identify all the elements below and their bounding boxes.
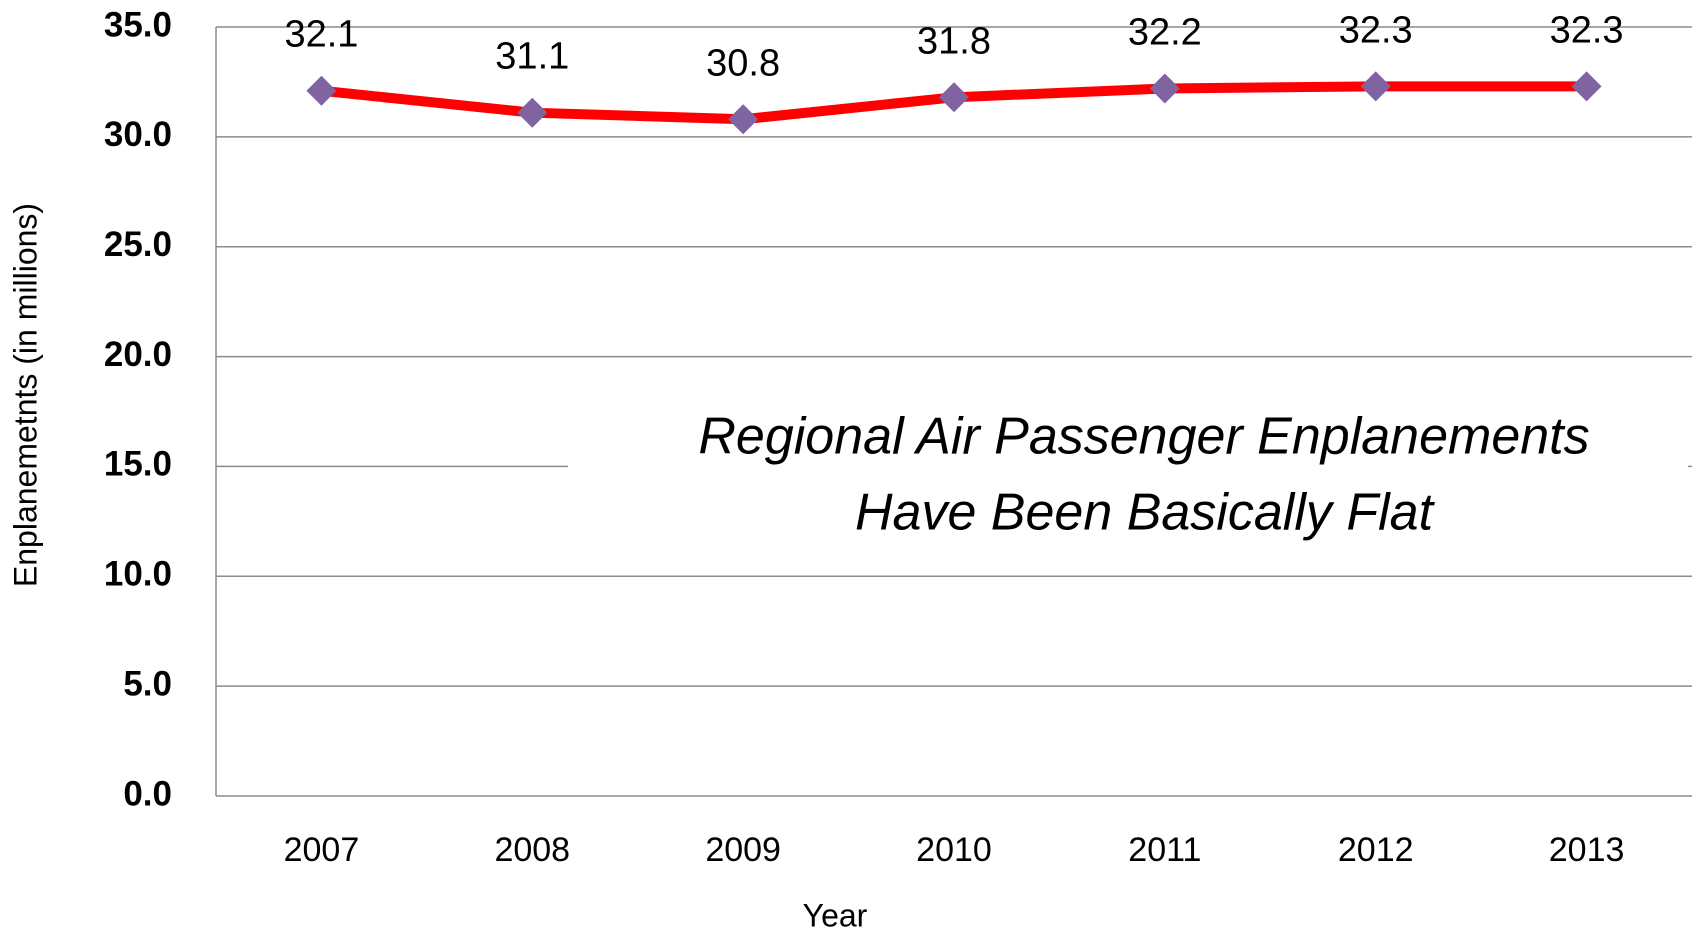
x-axis-label: Year	[803, 897, 868, 933]
marker	[1149, 73, 1180, 104]
y-tick-label: 0.0	[123, 774, 172, 813]
data-label: 32.2	[1128, 12, 1202, 54]
data-label: 31.8	[917, 20, 991, 62]
data-label: 32.3	[1550, 9, 1624, 51]
x-tick-label: 2009	[705, 831, 781, 869]
marker	[517, 97, 548, 128]
data-label: 30.8	[706, 42, 780, 84]
x-tick-label: 2012	[1338, 831, 1414, 869]
x-tick-label: 2013	[1549, 831, 1625, 869]
annotation: Have Been Basically Flat	[855, 484, 1436, 542]
data-label: 31.1	[495, 36, 569, 78]
y-tick-label: 15.0	[104, 445, 172, 484]
marker	[728, 104, 759, 135]
marker	[1360, 71, 1391, 102]
y-tick-label: 35.0	[104, 5, 172, 44]
x-tick-label: 2010	[916, 831, 992, 869]
x-tick-label: 2008	[494, 831, 570, 869]
annotation-background	[568, 385, 1688, 555]
y-tick-label: 30.0	[104, 115, 172, 154]
y-tick-label: 25.0	[104, 225, 172, 264]
x-tick-label: 2007	[284, 831, 360, 869]
marker	[1571, 71, 1602, 102]
marker	[939, 82, 969, 113]
y-tick-label: 20.0	[104, 335, 172, 374]
data-label: 32.1	[284, 14, 358, 56]
y-axis-label: Enplanemetnts (in millions)	[7, 203, 43, 587]
marker	[306, 75, 337, 106]
y-tick-label: 10.0	[104, 555, 172, 594]
y-tick-label: 5.0	[123, 664, 172, 703]
annotation: Regional Air Passenger Enplanements	[698, 408, 1589, 466]
x-tick-label: 2011	[1128, 831, 1201, 869]
data-label: 32.3	[1339, 9, 1413, 51]
